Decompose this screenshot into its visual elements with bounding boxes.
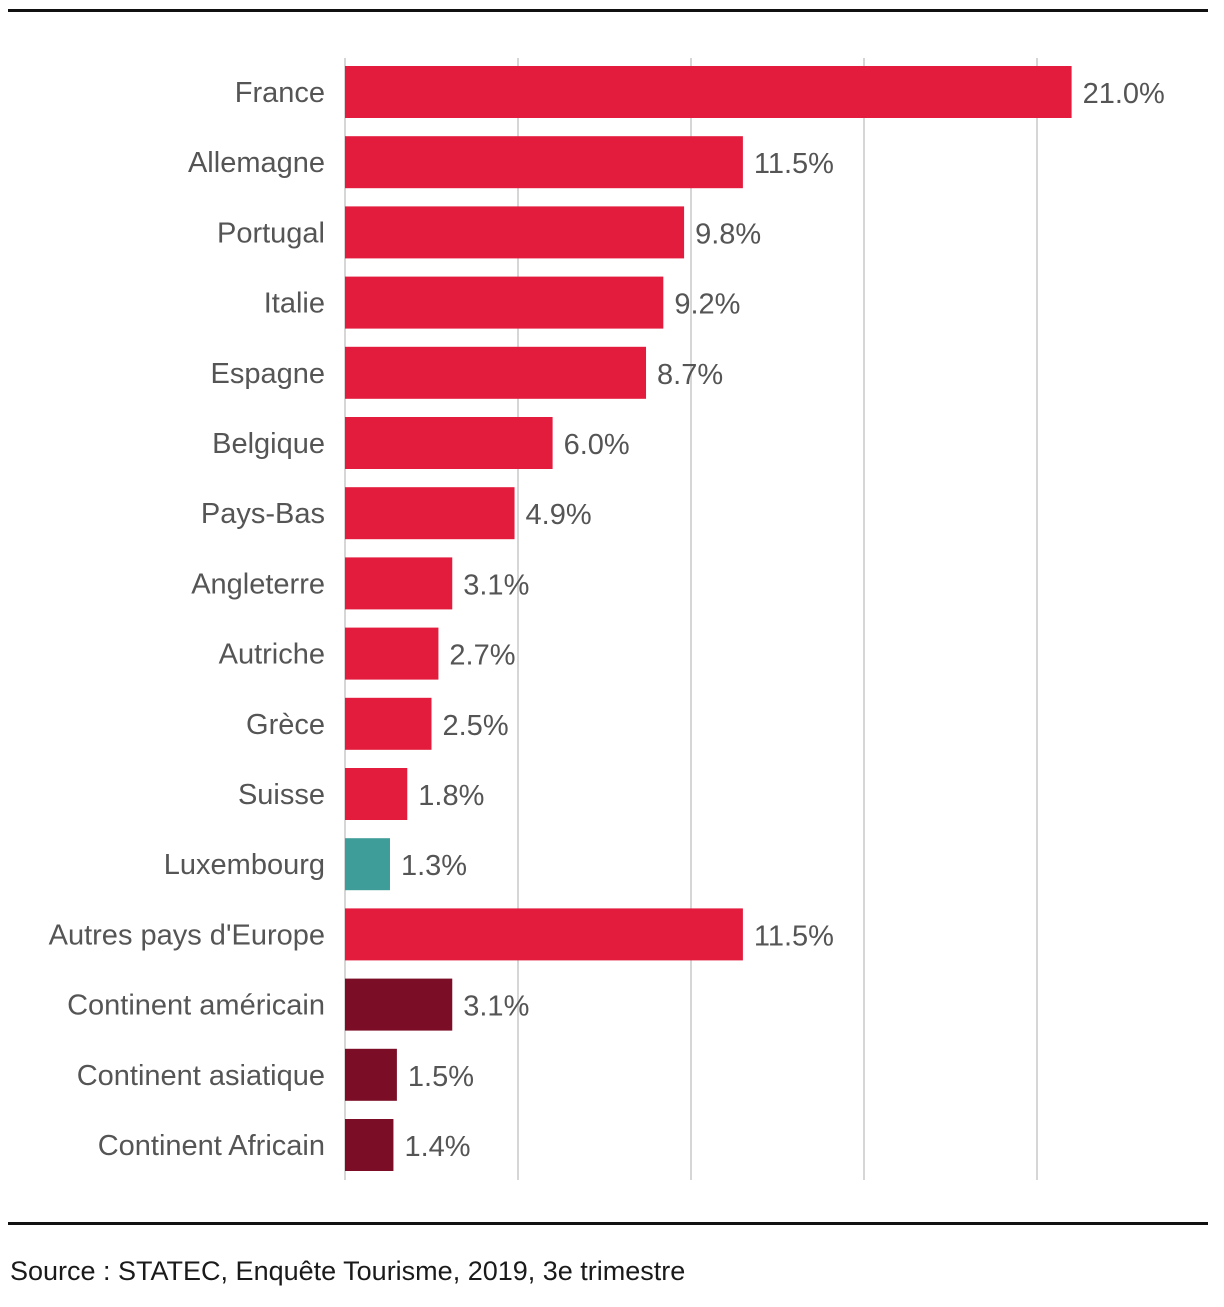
category-label: France [235, 77, 325, 109]
category-label: Angleterre [191, 568, 325, 600]
bar [345, 978, 453, 1031]
value-label: 1.5% [408, 1061, 474, 1093]
value-label: 8.7% [657, 359, 723, 391]
category-label: Continent Africain [98, 1130, 325, 1162]
value-label: 21.0% [1083, 78, 1165, 110]
category-label: Italie [264, 288, 325, 320]
value-label: 3.1% [463, 569, 529, 601]
bar [345, 1119, 394, 1171]
bar [345, 487, 515, 540]
category-label: Grèce [246, 709, 325, 741]
category-label: Autriche [219, 639, 325, 671]
value-label: 1.8% [418, 780, 484, 812]
value-label: 3.1% [463, 991, 529, 1023]
bar [345, 276, 664, 329]
value-label: 1.3% [401, 850, 467, 882]
category-label: Pays-Bas [201, 498, 325, 530]
bar [345, 768, 408, 820]
bar [345, 697, 432, 750]
category-label: Allemagne [188, 147, 325, 179]
value-labels: 21.0% 11.5% 9.8% 9.2% 8.7% 6.0% 4.9% 3.1% 2.7% 2.… [401, 78, 1165, 1163]
category-label: Espagne [211, 358, 326, 390]
bar [345, 557, 453, 610]
bar [345, 417, 553, 469]
category-labels: France Allemagne Portugal Italie Espagne Belg… [49, 77, 325, 1162]
bar-chart: France Allemagne Portugal Italie Espagne Belg… [49, 58, 1165, 1180]
value-label: 2.5% [443, 710, 509, 742]
category-label: Portugal [217, 217, 325, 249]
category-label: Suisse [238, 779, 325, 811]
value-label: 9.8% [695, 218, 761, 250]
value-label: 6.0% [564, 429, 630, 461]
bar [345, 838, 390, 891]
value-label: 9.2% [674, 289, 740, 321]
bar [345, 627, 439, 680]
bar [345, 908, 743, 961]
category-label: Autres pays d'Europe [49, 919, 325, 951]
bar [345, 346, 647, 399]
value-label: 11.5% [754, 148, 834, 180]
value-label: 2.7% [449, 640, 515, 672]
value-label: 11.5% [754, 920, 834, 952]
bar [345, 136, 743, 189]
bottom-rule [8, 1222, 1208, 1225]
value-label: 4.9% [526, 499, 592, 531]
bar [345, 206, 685, 259]
bar [345, 66, 1072, 118]
bar [345, 1048, 397, 1101]
top-rule [8, 9, 1208, 12]
source-note: Source : STATEC, Enquête Tourisme, 2019,… [10, 1256, 686, 1286]
category-label: Belgique [212, 428, 325, 460]
category-label: Continent américain [67, 990, 325, 1022]
value-label: 1.4% [404, 1131, 470, 1163]
category-label: Luxembourg [164, 849, 325, 881]
bars [345, 66, 1072, 1171]
category-label: Continent asiatique [77, 1060, 325, 1092]
